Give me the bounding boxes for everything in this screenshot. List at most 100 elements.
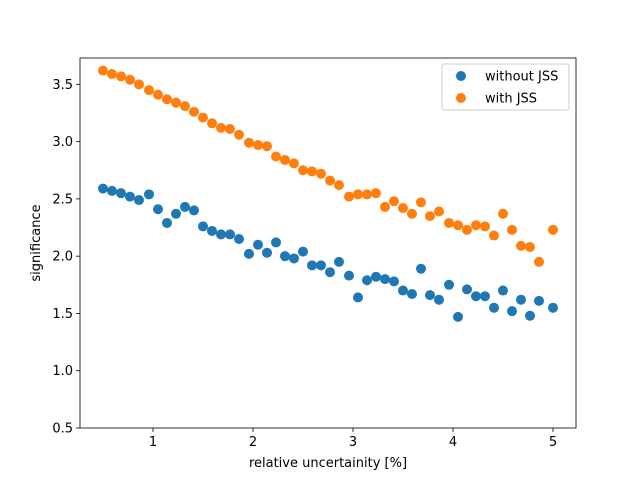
data-point <box>253 239 263 250</box>
series-layer <box>98 65 558 322</box>
legend: without JSS with JSS <box>441 63 570 111</box>
y-tick-label: 2.5 <box>52 192 73 207</box>
data-point <box>98 65 108 76</box>
data-point <box>289 253 299 264</box>
y-tick-label: 3.5 <box>52 78 73 93</box>
data-point <box>471 291 481 302</box>
data-point <box>225 229 235 240</box>
data-point <box>316 168 326 179</box>
y-tick-label: 2.0 <box>52 250 73 265</box>
y-tick-label: 1.5 <box>52 307 73 322</box>
data-point <box>534 295 544 306</box>
legend-marker-with-jss <box>456 93 466 103</box>
data-point <box>416 197 426 208</box>
data-point <box>398 203 408 214</box>
data-point <box>107 185 117 196</box>
data-point <box>125 191 135 202</box>
data-point <box>153 204 163 215</box>
data-point <box>325 175 335 186</box>
data-point <box>298 246 308 257</box>
data-point <box>198 112 208 123</box>
data-point <box>498 208 508 219</box>
data-point <box>534 256 544 267</box>
data-point <box>271 151 281 162</box>
legend-marker-without-jss <box>456 71 466 81</box>
data-point <box>144 189 154 200</box>
data-point <box>134 195 144 206</box>
data-point <box>280 154 290 165</box>
data-point <box>325 267 335 278</box>
data-point <box>548 302 558 313</box>
data-point <box>316 260 326 271</box>
y-tick-label: 3.0 <box>52 135 73 150</box>
data-point <box>471 220 481 231</box>
data-point <box>162 217 172 228</box>
data-point <box>516 240 526 251</box>
legend-label-with-jss: with JSS <box>485 92 537 107</box>
data-point <box>407 208 417 219</box>
data-point <box>98 183 108 194</box>
data-point <box>444 279 454 290</box>
plot-area <box>80 58 576 428</box>
data-point <box>216 122 226 133</box>
data-point <box>407 288 417 299</box>
data-point <box>107 69 117 80</box>
data-point <box>225 124 235 135</box>
data-point <box>371 188 381 199</box>
data-point <box>507 224 517 235</box>
data-point <box>462 224 472 235</box>
data-point <box>216 229 226 240</box>
data-point <box>489 302 499 313</box>
data-point <box>162 94 172 105</box>
data-point <box>244 137 254 148</box>
data-point <box>234 129 244 140</box>
data-point <box>434 206 444 217</box>
data-point <box>334 256 344 267</box>
data-point <box>189 205 199 216</box>
data-point <box>116 71 126 82</box>
x-axis: 1 2 3 4 5 <box>149 428 557 450</box>
data-point <box>498 285 508 296</box>
data-point <box>344 270 354 281</box>
data-point <box>389 276 399 287</box>
data-point <box>171 97 181 108</box>
y-axis: 0.5 1.0 1.5 2.0 2.5 3.0 3.5 <box>52 78 80 437</box>
data-point <box>298 165 308 176</box>
data-point <box>344 191 354 202</box>
data-point <box>307 166 317 177</box>
data-point <box>280 251 290 262</box>
data-point <box>362 275 372 286</box>
data-point <box>244 248 254 259</box>
data-point <box>289 158 299 169</box>
x-axis-label: relative uncertainity [%] <box>249 456 407 471</box>
data-point <box>434 294 444 305</box>
data-point <box>271 237 281 248</box>
data-point <box>525 242 535 253</box>
data-point <box>171 208 181 219</box>
data-point <box>334 180 344 191</box>
data-point <box>144 85 154 96</box>
legend-label-without-jss: without JSS <box>485 70 558 85</box>
data-point <box>353 189 363 200</box>
x-tick-label: 5 <box>549 435 557 450</box>
legend-box <box>441 63 570 111</box>
plot-frame <box>79 57 577 429</box>
x-tick-label: 4 <box>449 435 457 450</box>
data-point <box>453 311 463 322</box>
data-point <box>234 233 244 244</box>
data-point <box>134 79 144 90</box>
data-point <box>125 74 135 85</box>
data-point <box>307 260 317 271</box>
data-point <box>198 221 208 232</box>
data-point <box>207 118 217 129</box>
data-point <box>262 141 272 152</box>
series-with-jss <box>98 65 558 267</box>
x-tick-label: 2 <box>249 435 257 450</box>
y-tick-label: 0.5 <box>52 422 73 437</box>
data-point <box>207 225 217 236</box>
series-without-jss <box>98 183 558 322</box>
data-point <box>262 247 272 258</box>
y-axis-label: significance <box>29 204 44 281</box>
data-point <box>389 196 399 207</box>
data-point <box>480 291 490 302</box>
